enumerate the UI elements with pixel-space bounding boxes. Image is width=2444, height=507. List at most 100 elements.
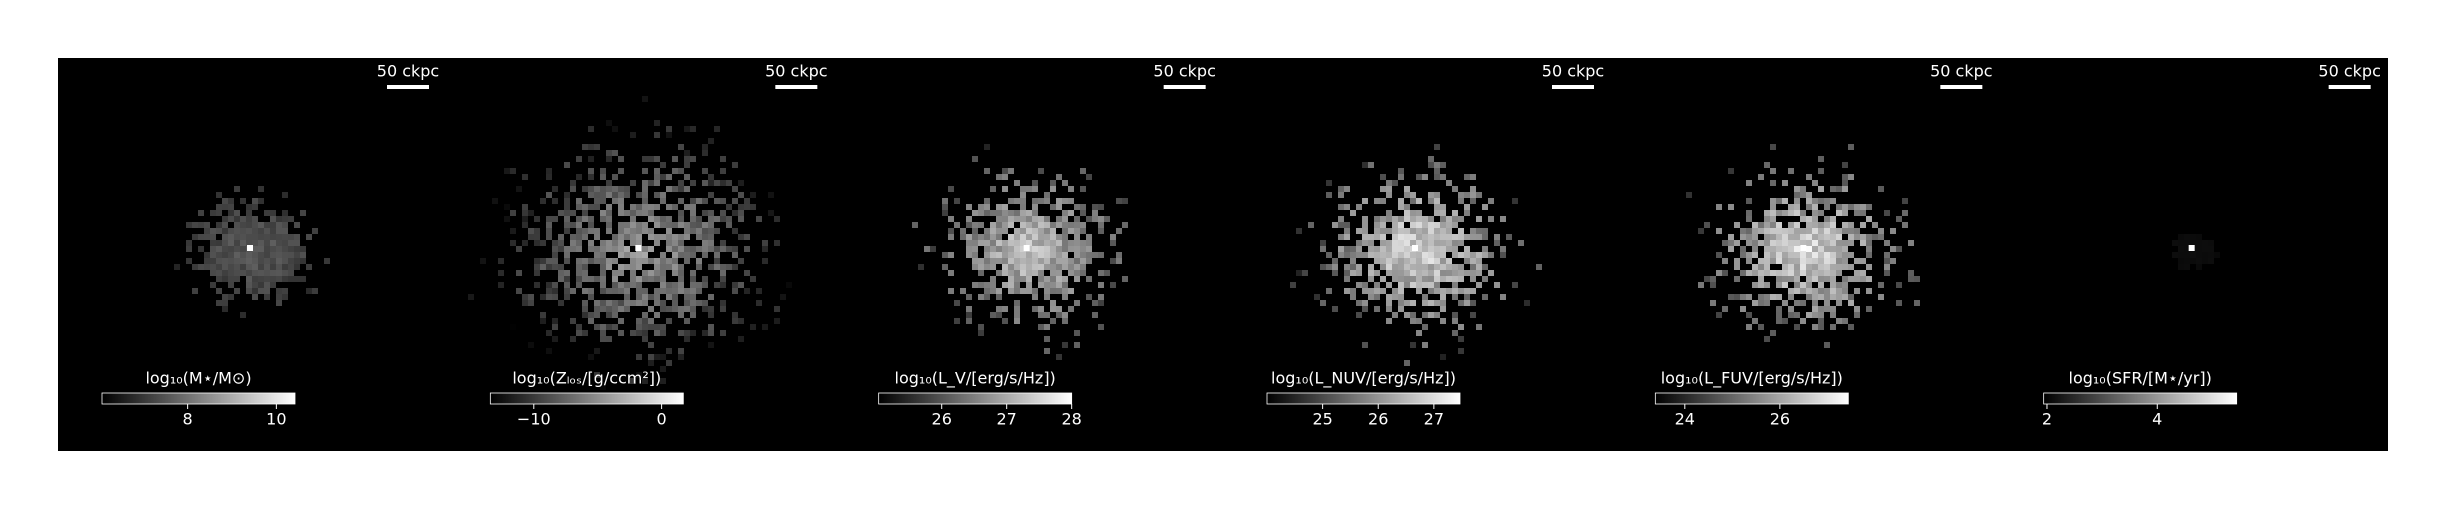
image-pixel [1290, 282, 1296, 288]
image-pixel [1812, 240, 1818, 246]
image-pixel [294, 234, 300, 240]
image-pixel [1452, 246, 1458, 252]
image-pixel [1800, 228, 1806, 234]
colorbar-label: log₁₀(M⋆/M⊙) [145, 369, 251, 388]
image-pixel [1686, 192, 1692, 198]
image-pixel [234, 216, 240, 222]
image-pixel [600, 192, 606, 198]
image-pixel [1038, 246, 1044, 252]
image-pixel [624, 246, 630, 252]
image-pixel [612, 186, 618, 192]
image-pixel [1032, 186, 1038, 192]
image-pixel [300, 258, 306, 264]
image-pixel [1824, 222, 1830, 228]
image-pixel [1356, 264, 1362, 270]
image-pixel [1860, 270, 1866, 276]
image-pixel [1902, 222, 1908, 228]
image-pixel [672, 186, 678, 192]
image-pixel [534, 234, 540, 240]
image-pixel [1332, 306, 1338, 312]
image-pixel [696, 216, 702, 222]
image-pixel [672, 240, 678, 246]
image-pixel [1062, 312, 1068, 318]
image-pixel [678, 246, 684, 252]
image-pixel [1824, 228, 1830, 234]
image-pixel [1416, 276, 1422, 282]
image-pixel [606, 228, 612, 234]
image-pixel [1464, 210, 1470, 216]
image-pixel [522, 210, 528, 216]
image-pixel [546, 216, 552, 222]
image-pixel [1728, 294, 1734, 300]
image-pixel [1026, 228, 1032, 234]
image-pixel [1476, 228, 1482, 234]
image-pixel [966, 204, 972, 210]
image-pixel [720, 270, 726, 276]
image-pixel [240, 222, 246, 228]
image-pixel [294, 258, 300, 264]
image-pixel [1374, 252, 1380, 258]
image-pixel [516, 288, 522, 294]
image-pixel [648, 228, 654, 234]
image-pixel [1050, 180, 1056, 186]
image-pixel [528, 210, 534, 216]
image-pixel [1764, 228, 1770, 234]
image-pixel [576, 228, 582, 234]
image-pixel [1020, 216, 1026, 222]
image-pixel [1776, 240, 1782, 246]
image-pixel [714, 282, 720, 288]
image-pixel [720, 264, 726, 270]
image-pixel [732, 264, 738, 270]
image-pixel [1836, 270, 1842, 276]
image-pixel [1422, 228, 1428, 234]
image-pixel [510, 240, 516, 246]
image-pixel [630, 378, 636, 384]
image-pixel [594, 234, 600, 240]
image-pixel [276, 252, 282, 258]
image-pixel [558, 300, 564, 306]
image-pixel [252, 258, 258, 264]
image-pixel [1410, 300, 1416, 306]
image-pixel [660, 192, 666, 198]
image-pixel [1806, 288, 1812, 294]
image-pixel [552, 288, 558, 294]
image-pixel [654, 354, 660, 360]
image-pixel [1362, 216, 1368, 222]
image-pixel [1800, 264, 1806, 270]
image-pixel [1740, 234, 1746, 240]
image-pixel [678, 198, 684, 204]
image-pixel [1428, 276, 1434, 282]
image-pixel [1812, 210, 1818, 216]
image-pixel [726, 180, 732, 186]
image-pixel [534, 270, 540, 276]
colorbar [489, 392, 684, 405]
image-pixel [966, 234, 972, 240]
image-pixel [1740, 270, 1746, 276]
image-pixel [660, 276, 666, 282]
image-pixel [654, 222, 660, 228]
image-pixel [1770, 240, 1776, 246]
image-pixel [1794, 276, 1800, 282]
image-pixel [1386, 180, 1392, 186]
image-pixel [1416, 174, 1422, 180]
image-pixel [1098, 216, 1104, 222]
image-pixel [1074, 270, 1080, 276]
image-pixel [606, 264, 612, 270]
image-pixel [1806, 198, 1812, 204]
image-pixel [186, 240, 192, 246]
image-pixel [606, 300, 612, 306]
image-pixel [1470, 186, 1476, 192]
image-pixel [1014, 216, 1020, 222]
image-pixel [516, 270, 522, 276]
image-pixel [1062, 228, 1068, 234]
image-pixel [1890, 228, 1896, 234]
image-pixel [582, 276, 588, 282]
image-pixel [252, 252, 258, 258]
image-pixel [606, 210, 612, 216]
image-pixel [1338, 204, 1344, 210]
image-pixel [1410, 228, 1416, 234]
image-pixel [1050, 300, 1056, 306]
image-pixel [228, 216, 234, 222]
image-pixel [1080, 186, 1086, 192]
image-pixel [1716, 270, 1722, 276]
